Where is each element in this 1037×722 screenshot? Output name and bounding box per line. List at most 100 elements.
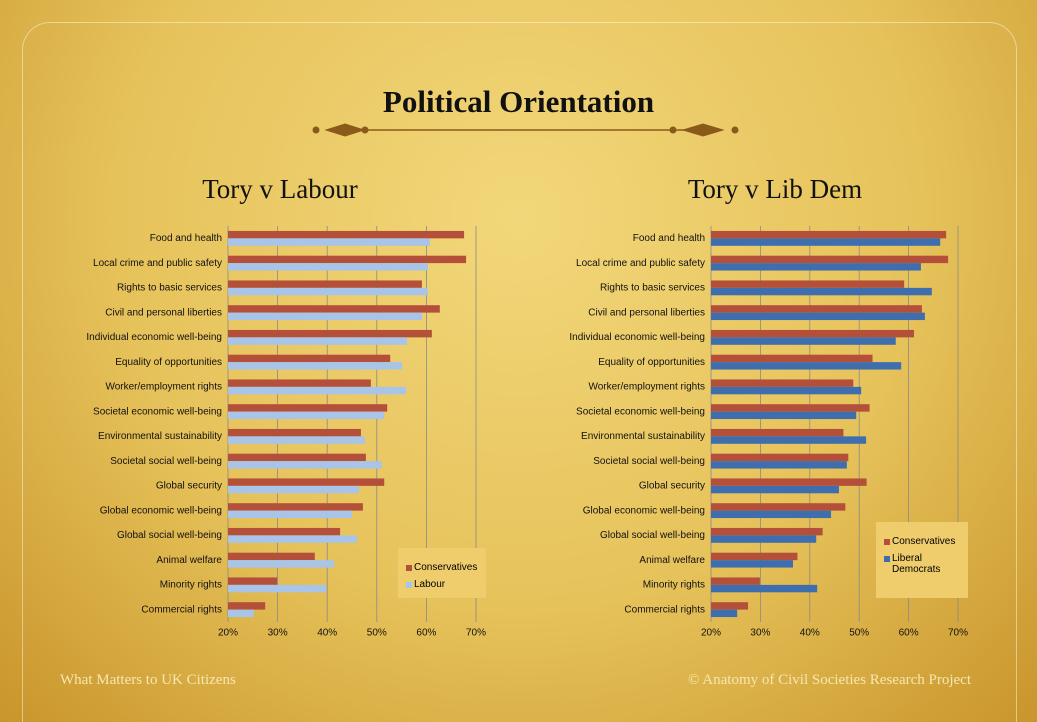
bar bbox=[228, 312, 422, 321]
legend-swatch bbox=[406, 582, 412, 588]
bar bbox=[711, 428, 844, 437]
bar bbox=[711, 379, 854, 387]
y-tick-label: Societal social well-being bbox=[110, 456, 222, 467]
y-tick-label: Environmental sustainability bbox=[581, 431, 705, 442]
y-tick-label: Societal economic well-being bbox=[93, 406, 222, 417]
y-tick-label: Global security bbox=[639, 481, 705, 492]
legend-label: Conservatives bbox=[892, 536, 956, 547]
bar bbox=[711, 329, 915, 338]
bar bbox=[711, 230, 947, 239]
x-tick-label: 20% bbox=[701, 628, 721, 639]
y-tick-label: Rights to basic services bbox=[600, 283, 705, 294]
bar bbox=[228, 453, 366, 462]
x-tick-label: 70% bbox=[948, 628, 968, 639]
y-tick-label: Worker/employment rights bbox=[105, 382, 222, 393]
y-tick-label: Local crime and public safety bbox=[93, 258, 222, 269]
chart-title: Tory v Labour bbox=[202, 174, 358, 204]
y-tick-label: Global economic well-being bbox=[100, 505, 222, 516]
legend-item: Conservatives bbox=[406, 562, 478, 573]
bar bbox=[228, 354, 391, 363]
legend-swatch bbox=[406, 565, 412, 571]
bar bbox=[228, 527, 341, 536]
y-tick-label: Minority rights bbox=[643, 580, 705, 591]
bar bbox=[711, 560, 794, 568]
y-tick-label: Minority rights bbox=[160, 580, 222, 591]
bar bbox=[711, 503, 846, 511]
frame bbox=[22, 22, 1017, 722]
y-tick-label: Individual economic well-being bbox=[86, 332, 222, 343]
x-tick-label: 40% bbox=[800, 628, 820, 639]
bar bbox=[228, 329, 432, 338]
bar bbox=[228, 584, 327, 593]
bar bbox=[228, 386, 407, 395]
bar bbox=[711, 602, 749, 610]
x-tick-label: 40% bbox=[317, 628, 337, 639]
bar bbox=[711, 354, 873, 363]
bar bbox=[228, 552, 315, 561]
bar bbox=[228, 461, 382, 469]
bar bbox=[228, 411, 385, 420]
x-tick-label: 50% bbox=[849, 628, 869, 639]
bar bbox=[711, 404, 870, 412]
bar bbox=[711, 436, 867, 444]
legend: Conservatives Liberal Democrats bbox=[876, 522, 968, 598]
bar bbox=[711, 280, 905, 288]
x-tick-label: 60% bbox=[416, 628, 436, 639]
footer-right: © Anatomy of Civil Societies Research Pr… bbox=[687, 672, 971, 688]
bar bbox=[228, 255, 467, 264]
y-tick-label: Societal social well-being bbox=[593, 456, 705, 467]
y-tick-label: Equality of opportunities bbox=[115, 357, 222, 368]
bar bbox=[711, 337, 896, 345]
y-tick-label: Animal welfare bbox=[639, 555, 705, 566]
y-tick-label: Societal economic well-being bbox=[576, 406, 705, 417]
legend-label: Conservatives bbox=[414, 562, 478, 573]
y-tick-label: Commercial rights bbox=[624, 604, 705, 615]
bar bbox=[228, 602, 266, 610]
y-tick-label: Civil and personal liberties bbox=[105, 307, 222, 318]
x-tick-label: 20% bbox=[218, 628, 238, 639]
y-tick-label: Local crime and public safety bbox=[576, 258, 705, 269]
bar bbox=[228, 485, 359, 494]
bar bbox=[711, 305, 922, 313]
y-tick-label: Global social well-being bbox=[600, 530, 705, 541]
ornament bbox=[312, 123, 739, 137]
y-tick-label: Equality of opportunities bbox=[598, 357, 705, 368]
legend-swatch bbox=[884, 539, 890, 545]
bar bbox=[711, 535, 817, 543]
bar bbox=[228, 404, 388, 412]
legend-item: Liberal Democrats bbox=[884, 553, 960, 575]
bar bbox=[711, 238, 941, 246]
bar bbox=[711, 287, 932, 296]
bar bbox=[228, 478, 385, 486]
bar bbox=[228, 263, 428, 271]
bar bbox=[228, 577, 278, 585]
bar bbox=[228, 510, 352, 519]
bar bbox=[228, 503, 363, 511]
bar bbox=[711, 584, 818, 593]
y-tick-label: Civil and personal liberties bbox=[588, 307, 705, 318]
bar bbox=[711, 577, 760, 585]
legend-item: Labour bbox=[406, 579, 478, 590]
bar bbox=[228, 428, 361, 437]
bar bbox=[711, 510, 832, 519]
bar bbox=[711, 263, 921, 271]
y-tick-label: Food and health bbox=[150, 233, 222, 244]
chart-title: Tory v Lib Dem bbox=[688, 174, 862, 204]
bar bbox=[711, 552, 798, 561]
y-tick-label: Global security bbox=[156, 481, 222, 492]
y-tick-label: Commercial rights bbox=[141, 604, 222, 615]
bar bbox=[228, 560, 335, 568]
y-tick-label: Animal welfare bbox=[156, 555, 222, 566]
x-tick-label: 30% bbox=[750, 628, 770, 639]
legend-item: Conservatives bbox=[884, 536, 960, 547]
bar bbox=[228, 337, 408, 345]
bar bbox=[228, 362, 403, 370]
x-tick-label: 60% bbox=[899, 628, 919, 639]
bar bbox=[228, 280, 422, 288]
bar bbox=[228, 379, 371, 387]
bar bbox=[711, 453, 849, 462]
y-tick-label: Worker/employment rights bbox=[588, 382, 705, 393]
bar bbox=[711, 386, 862, 395]
bar bbox=[228, 436, 365, 444]
bar bbox=[228, 230, 465, 239]
